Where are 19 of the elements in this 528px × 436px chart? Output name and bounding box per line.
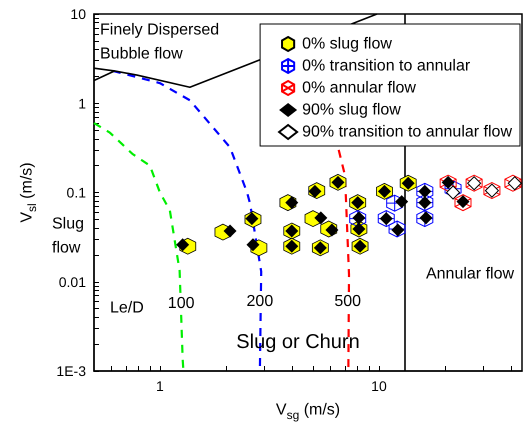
annotation: Finely Dispersed Bubble flow — [100, 22, 220, 62]
y-tick-label: 10 — [70, 6, 86, 22]
annotation: Le/D — [110, 300, 144, 316]
y-axis-title: Vsl (m/s) — [18, 162, 39, 223]
legend-label: 90% slug flow — [302, 102, 402, 118]
y-tick-label: 1 — [78, 95, 86, 112]
annotation: 500 — [334, 293, 362, 310]
annotation: Slug or Churn — [236, 331, 360, 353]
legend-label: 0% slug flow — [302, 36, 392, 52]
y-tick-label: 1E-3 — [56, 363, 86, 379]
y-tick-label: 0.1 — [66, 184, 86, 200]
annotation: 100 — [168, 295, 195, 312]
text: Slug flow — [52, 216, 84, 256]
y-tick-label: 0.01 — [58, 274, 86, 290]
legend-label: 0% transition to annular — [302, 58, 471, 74]
annotation: 200 — [246, 293, 274, 310]
legend-label: 0% annular flow — [302, 80, 416, 96]
legend-label: 90% transition to annular flow — [302, 124, 512, 140]
annotation: Annular flow — [426, 266, 514, 282]
